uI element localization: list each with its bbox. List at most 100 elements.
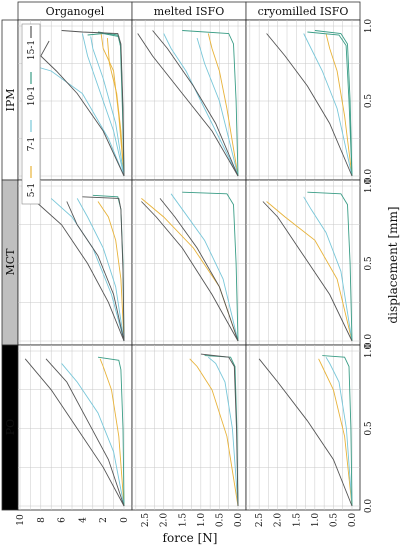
curve-ipm-0-15-1-7 [40, 40, 125, 177]
col-header-organogel: Organogel [46, 5, 105, 18]
x-tick-label: 0.5 [329, 513, 339, 528]
col-header-melted: melted ISFO [154, 5, 224, 18]
curve-po-1-7-1-1 [208, 356, 239, 507]
curve-ipm-2-5-1-0 [325, 33, 353, 177]
curve-po-2-7-1-1 [325, 356, 353, 507]
legend-label-7-1: 7-1 [27, 137, 37, 152]
curve-mct-1-10-1-2 [182, 191, 239, 342]
legend: 5-1 7-1 10-1 15-1 [21, 23, 41, 205]
y-tick-label: 0.0 [364, 169, 374, 184]
displacement-tick-labels: 0.00.51.00.00.51.00.00.51.0 [364, 19, 374, 514]
x-tick-label: 2.5 [141, 513, 151, 528]
x-tick-label: 10 [16, 514, 26, 526]
curve-mct-0-7-1-2 [76, 198, 125, 342]
curve-po-0-5-1-0 [99, 358, 125, 507]
curve-mct-0-15-1-4 [35, 201, 125, 342]
curve-mct-1-7-1-1 [170, 193, 239, 342]
curve-ipm-0-7-1-2 [25, 63, 125, 177]
legend-box [21, 23, 41, 205]
panel-1-2 [245, 179, 361, 346]
curve-ipm-0-15-1-8 [61, 30, 125, 177]
curve-mct-0-5-1-0 [97, 201, 125, 342]
y-tick-label: 1.0 [364, 179, 374, 194]
panel-1-1 [131, 179, 247, 346]
curve-ipm-2-10-1-3 [307, 31, 353, 177]
curve-ipm-0-5-1-1 [100, 33, 125, 177]
curve-ipm-2-15-1-4 [266, 33, 353, 177]
panel-frame [17, 344, 133, 511]
curve-mct-2-5-1-0 [266, 201, 353, 342]
x-tick-label: 0.5 [215, 513, 225, 528]
x-tick-label: 2.5 [255, 513, 265, 528]
x-tick-label: 0 [120, 517, 130, 523]
panel-2-0 [17, 344, 133, 511]
y-tick-label: 0.0 [364, 499, 374, 514]
panel-frame [17, 179, 133, 346]
curve-ipm-0-7-1-3 [81, 33, 125, 177]
curve-ipm-0-5-1-0 [106, 37, 125, 177]
x-tick-label: 1.5 [292, 513, 302, 528]
panel-1-0 [17, 179, 133, 346]
force-tick-labels: 10 8 6 4 2 0 2.5 2.0 1.5 1.0 0.5 0.0 2.5 2.0 1.5 1.0 0.5… [16, 513, 358, 528]
x-tick-label: 0.0 [348, 513, 358, 528]
panel-frame [245, 19, 361, 181]
panel-frame [131, 344, 247, 511]
curve-mct-2-7-1-1 [303, 196, 353, 342]
legend-label-5-1: 5-1 [27, 183, 37, 198]
curve-po-0-10-1-2 [97, 356, 125, 507]
x-tick-label: 1.5 [178, 513, 188, 528]
legend-label-10-1: 10-1 [27, 86, 37, 106]
x-tick-label: 6 [58, 517, 68, 523]
x-tick-label: 2 [99, 517, 109, 523]
x-tick-label: 2.0 [160, 513, 170, 528]
curve-ipm-1-5-1-0 [207, 33, 239, 177]
curve-po-2-15-1-3 [258, 358, 353, 507]
curve-mct-0-15-1-5 [66, 201, 125, 342]
curve-ipm-1-15-1-5 [152, 30, 239, 177]
x-tick-label: 0.0 [234, 513, 244, 528]
curve-ipm-1-10-1-3 [182, 30, 239, 177]
y-axis-title: displacement [mm] [386, 206, 400, 323]
panel-0-1 [131, 19, 247, 181]
curve-po-1-5-1-0 [189, 358, 239, 507]
curve-po-0-15-1-4 [45, 358, 125, 507]
y-tick-label: 0.5 [364, 94, 374, 109]
panel-grid [17, 19, 361, 511]
y-tick-label: 1.0 [364, 19, 374, 34]
curve-mct-0-15-1-6 [82, 196, 125, 342]
col-header-cryomilled: cryomilled ISFO [258, 5, 349, 18]
curve-ipm-2-10-1-2 [314, 30, 353, 177]
curve-ipm-1-7-1-1 [163, 33, 239, 177]
x-axis-title: force [N] [163, 531, 218, 545]
y-tick-label: 1.0 [364, 344, 374, 359]
curve-po-2-5-1-0 [318, 358, 353, 507]
curve-mct-2-15-1-3 [262, 201, 353, 342]
curve-mct-2-10-1-2 [307, 191, 353, 342]
legend-label-15-1: 15-1 [27, 40, 37, 60]
panel-2-1 [131, 344, 247, 511]
panel-0-2 [245, 19, 361, 181]
curve-ipm-0-7-1-4 [90, 36, 125, 177]
x-tick-label: 2.0 [274, 513, 284, 528]
curve-mct-1-15-1-4 [141, 201, 239, 342]
y-tick-label: 0.0 [364, 334, 374, 349]
y-tick-label: 0.5 [364, 256, 374, 271]
row-label-ipm: IPM [4, 88, 17, 111]
x-tick-label: 4 [78, 517, 88, 523]
x-tick-label: 1.0 [311, 513, 321, 528]
x-tick-label: 1.0 [197, 513, 207, 528]
panel-frame [245, 344, 361, 511]
curve-po-0-7-1-1 [61, 363, 125, 507]
curve-ipm-1-7-1-2 [196, 37, 239, 177]
curve-ipm-1-15-1-4 [137, 33, 239, 177]
curve-po-0-15-1-3 [24, 358, 125, 507]
panel-2-2 [245, 344, 361, 511]
x-tick-label: 8 [37, 517, 47, 523]
row-label-po: PO [4, 419, 17, 435]
row-label-mct: MCT [4, 248, 17, 276]
curve-mct-1-15-1-3 [159, 198, 239, 342]
curve-po-2-10-1-2 [322, 355, 353, 507]
y-tick-label: 0.5 [364, 421, 374, 436]
curve-ipm-2-7-1-1 [303, 33, 353, 177]
